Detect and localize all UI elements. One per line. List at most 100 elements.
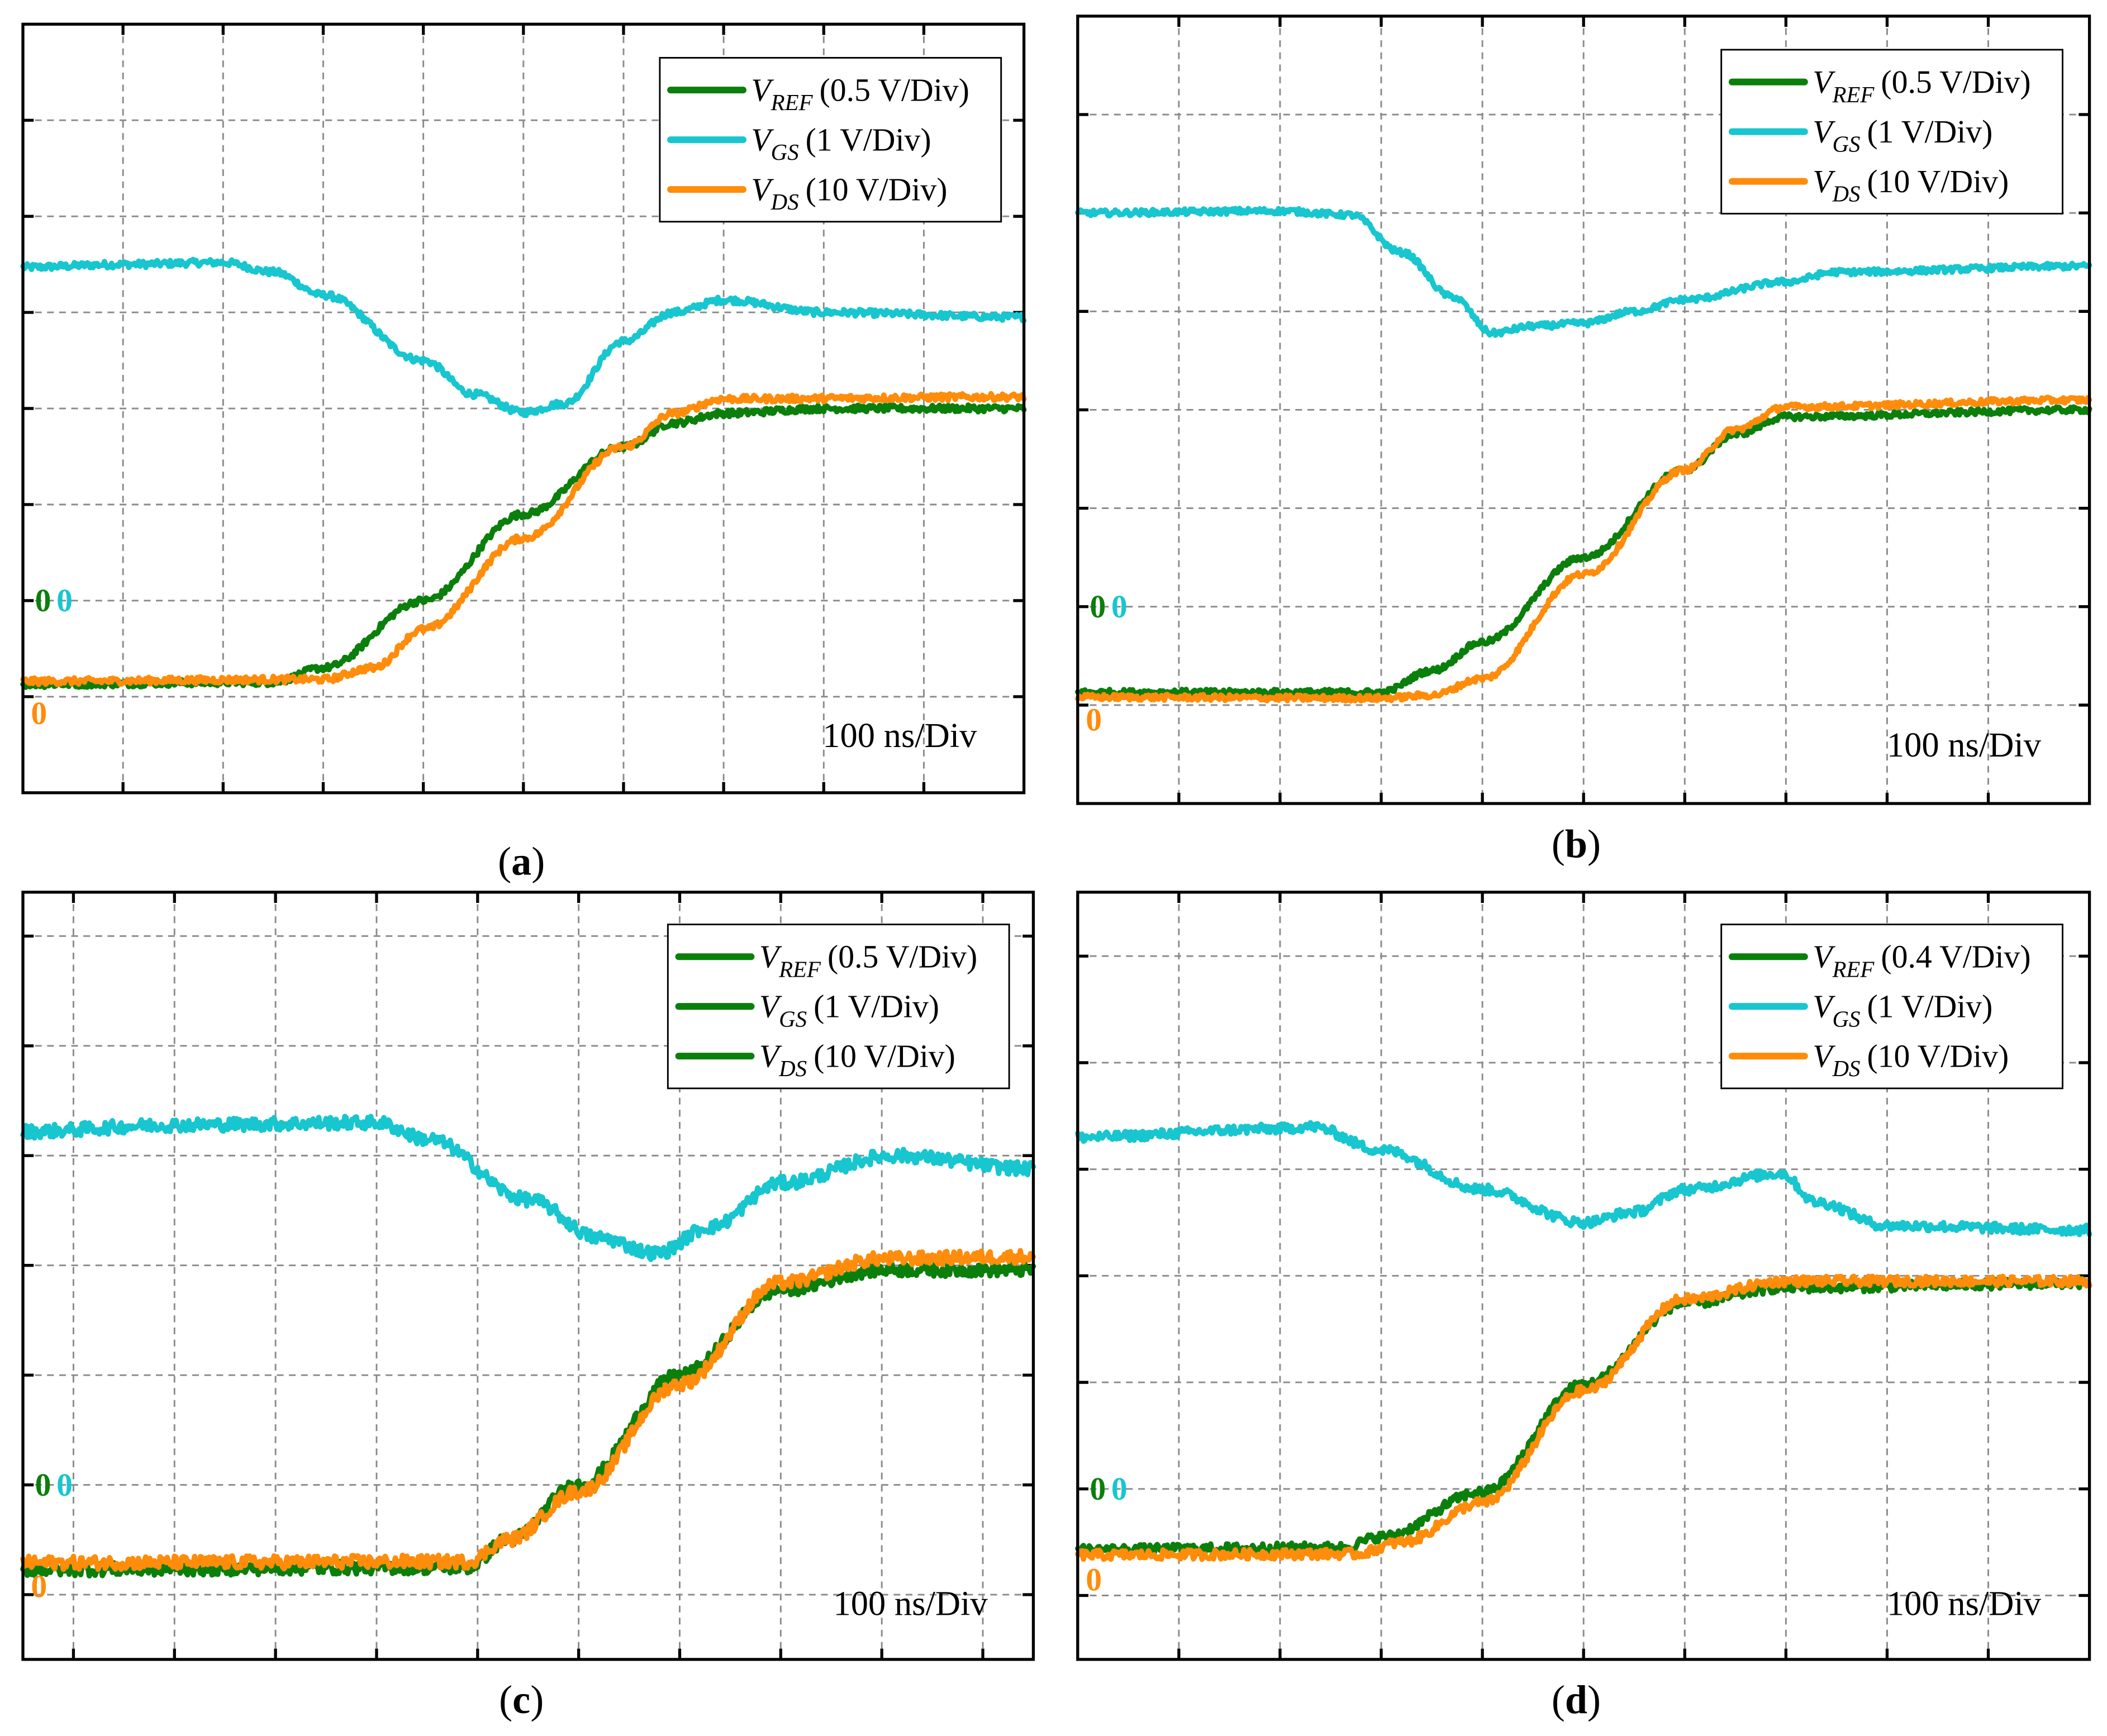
legend-subscript: GS [779, 1006, 807, 1031]
trace-vds [20, 1248, 1036, 1572]
plot-frame [21, 22, 1026, 795]
legend: VREF (0.4 V/Div)VGS (1 V/Div)VDS (10 V/Div) [1720, 924, 2063, 1090]
caption-letter: a [511, 839, 531, 884]
trace-vgs [20, 256, 1027, 418]
legend-symbol: V [751, 172, 774, 207]
legend-scale: (0.5 V/Div) [827, 939, 977, 974]
zero-marker-vref: 0 [35, 1468, 51, 1503]
legend: VREF (0.5 V/Div)VGS (1 V/Div)VDS (10 V/Div) [1720, 49, 2063, 215]
caption-letter: b [1565, 821, 1587, 866]
zero-marker-vref: 0 [1090, 1472, 1106, 1507]
plot-frame [1076, 891, 2091, 1661]
grid [1077, 16, 2090, 804]
trace-vgs [20, 1114, 1036, 1262]
legend-symbol: V [1813, 939, 1835, 974]
legend-label-vds: VDS (10 V/Div) [1813, 1039, 2009, 1081]
legend-scale: (10 V/Div) [806, 172, 948, 207]
legend-subscript: GS [1832, 1006, 1860, 1031]
legend-label-vds: VDS (10 V/Div) [751, 172, 947, 215]
caption-paren: ( [1552, 821, 1565, 866]
panel-caption: (d) [1552, 1677, 1601, 1722]
caption-letter: d [1565, 1677, 1587, 1722]
legend-label-vref: VREF (0.5 V/Div) [759, 939, 977, 982]
panel-c: VREF (0.5 V/Div)VGS (1 V/Div)VDS (10 V/Div)… [20, 891, 1036, 1722]
legend: VREF (0.5 V/Div)VGS (1 V/Div)VDS (10 V/Div) [659, 56, 1002, 223]
legend-scale: (10 V/Div) [1867, 164, 2009, 199]
legend-symbol: V [751, 73, 774, 108]
legend-label-vref: VREF (0.5 V/Div) [751, 73, 969, 115]
trace-vds [20, 391, 1027, 687]
legend-scale: (1 V/Div) [806, 122, 931, 158]
legend-subscript: DS [770, 189, 799, 215]
legend: VREF (0.5 V/Div)VGS (1 V/Div)VDS (10 V/Div) [667, 924, 1010, 1090]
caption-paren: ( [1552, 1677, 1565, 1722]
grid [1077, 892, 2090, 1659]
legend-subscript: REF [778, 957, 821, 982]
legend-scale: (0.4 V/Div) [1881, 939, 2030, 974]
panel-caption: (c) [499, 1677, 544, 1722]
legend-subscript: REF [1832, 82, 1875, 107]
legend-label-vref: VREF (0.5 V/Div) [1813, 65, 2030, 107]
trace-vref [1074, 404, 2092, 698]
panel-caption: (b) [1552, 821, 1601, 866]
trace-vgs [1074, 206, 2092, 338]
caption-paren: ) [530, 1677, 544, 1722]
legend-symbol: V [1813, 65, 1835, 100]
legend-scale: (1 V/Div) [1867, 989, 1992, 1024]
legend-symbol: V [1813, 164, 1835, 199]
legend-label-vgs: VGS (1 V/Div) [1813, 115, 1992, 157]
time-scale-label: 100 ns/Div [822, 716, 977, 755]
zero-marker-vds: 0 [1086, 1562, 1102, 1597]
caption-paren: ) [531, 839, 545, 884]
legend-label-vref: VREF (0.4 V/Div) [1813, 939, 2030, 982]
plot-frame [21, 891, 1035, 1661]
legend-symbol: V [759, 1039, 782, 1074]
caption-paren: ) [1587, 1677, 1601, 1722]
time-scale-label: 100 ns/Div [834, 1584, 988, 1623]
plot-frame [1076, 15, 2091, 805]
legend-symbol: V [759, 989, 782, 1024]
legend-label-vgs: VGS (1 V/Div) [1813, 989, 1992, 1031]
zero-marker-vref: 0 [35, 583, 51, 619]
trace-vgs [1074, 1120, 2092, 1238]
grid [23, 892, 1034, 1659]
legend-subscript: REF [770, 90, 814, 115]
legend-scale: (10 V/Div) [814, 1039, 955, 1074]
trace-vds [1074, 394, 2092, 704]
zero-marker-vgs: 0 [56, 583, 73, 619]
legend-subscript: DS [778, 1056, 807, 1081]
caption-paren: ) [1587, 821, 1601, 866]
legend-label-vgs: VGS (1 V/Div) [759, 989, 939, 1031]
legend-symbol: V [1813, 1039, 1835, 1074]
legend-subscript: REF [1832, 957, 1875, 982]
legend-label-vgs: VGS (1 V/Div) [751, 122, 931, 165]
legend-symbol: V [1813, 989, 1835, 1024]
panel-d: VREF (0.4 V/Div)VGS (1 V/Div)VDS (10 V/Div)… [1074, 891, 2092, 1722]
legend-symbol: V [1813, 115, 1835, 150]
legend-scale: (0.5 V/Div) [1881, 65, 2030, 100]
legend-subscript: GS [771, 140, 799, 165]
panel-b: VREF (0.5 V/Div)VGS (1 V/Div)VDS (10 V/Div)… [1074, 15, 2092, 866]
legend-scale: (1 V/Div) [1867, 115, 1992, 150]
zero-marker-vds: 0 [1086, 702, 1102, 738]
legend-scale: (0.5 V/Div) [820, 73, 969, 108]
time-scale-label: 100 ns/Div [1887, 1584, 2042, 1623]
panel-caption: (a) [498, 839, 545, 884]
legend-symbol: V [751, 122, 774, 158]
zero-marker-vref: 0 [1090, 589, 1106, 625]
legend-scale: (10 V/Div) [1867, 1039, 2009, 1074]
caption-letter: c [512, 1677, 530, 1722]
legend-subscript: DS [1832, 1056, 1860, 1081]
zero-marker-vgs: 0 [1111, 1472, 1128, 1507]
panel-a: VREF (0.5 V/Div)VGS (1 V/Div)VDS (10 V/Div)… [20, 22, 1027, 884]
zero-marker-vgs: 0 [56, 1468, 73, 1503]
legend-scale: (1 V/Div) [814, 989, 939, 1024]
legend-label-vds: VDS (10 V/Div) [759, 1039, 955, 1081]
legend-subscript: GS [1832, 132, 1860, 157]
time-scale-label: 100 ns/Div [1887, 725, 2042, 764]
legend-label-vds: VDS (10 V/Div) [1813, 164, 2009, 207]
zero-marker-vds: 0 [31, 1569, 47, 1605]
trace-vds [1074, 1273, 2092, 1562]
zero-marker-vds: 0 [31, 696, 47, 731]
